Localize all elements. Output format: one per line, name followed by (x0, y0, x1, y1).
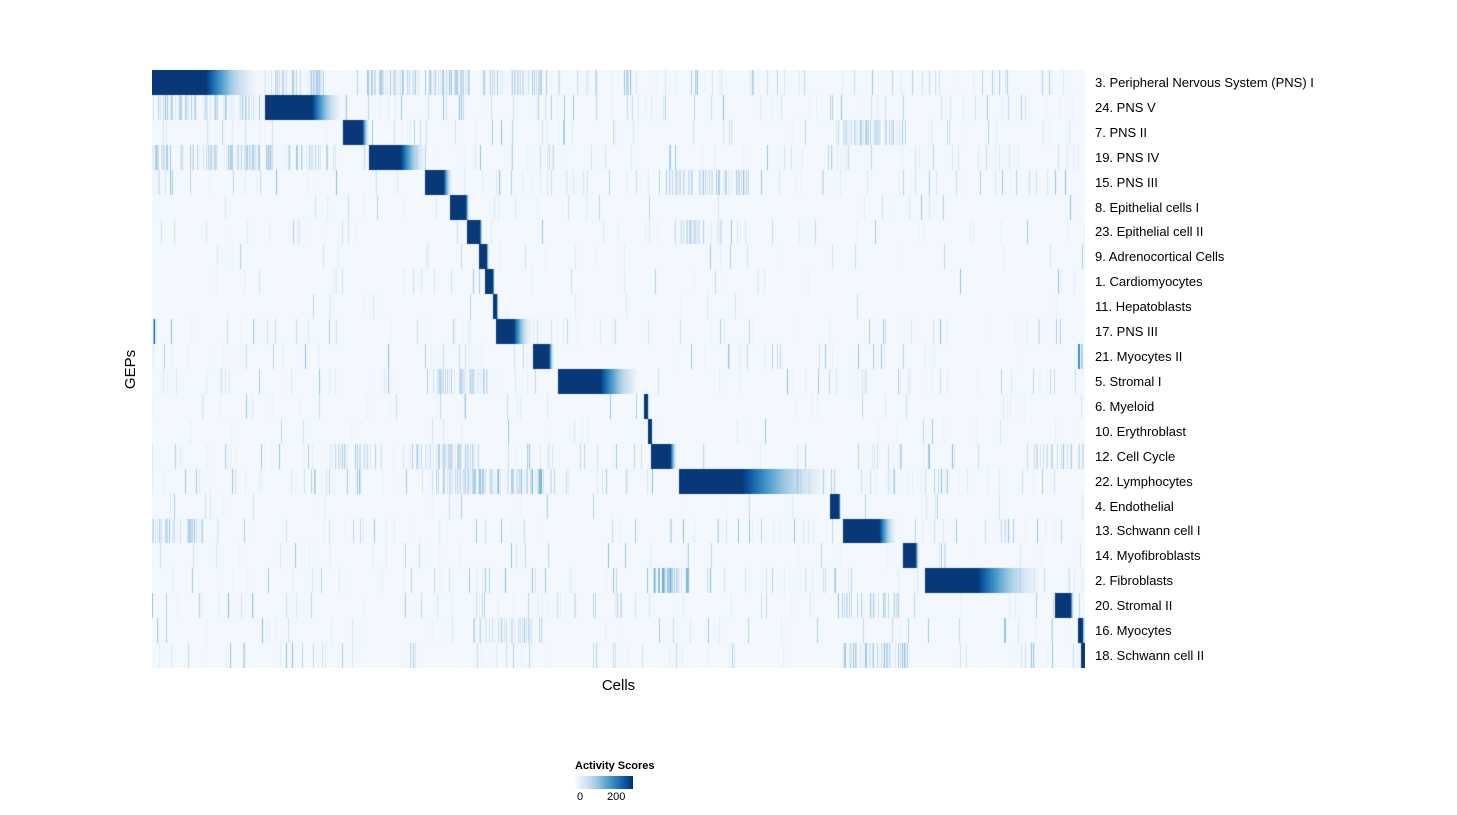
row-label: 2. Fibroblasts (1095, 573, 1174, 589)
x-axis-label: Cells (601, 677, 636, 694)
row-label: 9. Adrenocortical Cells (1095, 249, 1225, 265)
heatmap-canvas (152, 70, 1085, 668)
row-label: 11. Hepatoblasts (1095, 299, 1192, 315)
y-axis-label: GEPs (122, 349, 140, 389)
row-label: 6. Myeloid (1095, 398, 1155, 414)
row-label: 20. Stromal II (1095, 598, 1173, 614)
row-label: 21. Myocytes II (1095, 349, 1183, 365)
row-label: 7. PNS II (1095, 124, 1148, 140)
row-label: 15. PNS III (1095, 174, 1158, 190)
activity-scores-legend: Activity Scores 0 200 (575, 760, 695, 804)
row-label: 17. PNS III (1095, 324, 1158, 340)
row-label: 18. Schwann cell II (1095, 648, 1205, 664)
row-label: 1. Cardiomyocytes (1095, 274, 1203, 290)
row-label: 13. Schwann cell I (1095, 523, 1201, 539)
legend-title: Activity Scores (575, 760, 655, 772)
legend-tick-min: 0 (577, 791, 584, 803)
row-label: 5. Stromal I (1095, 373, 1162, 389)
row-label: 22. Lymphocytes (1095, 473, 1193, 489)
legend-tick-max: 200 (607, 791, 626, 803)
y-axis-label-wrap: GEPs (118, 70, 144, 668)
row-label: 16. Myocytes (1095, 623, 1172, 639)
row-label: 10. Erythroblast (1095, 423, 1187, 439)
legend-ticks: 0 200 (575, 791, 695, 804)
row-label: 4. Endothelial (1095, 498, 1174, 514)
row-label: 3. Peripheral Nervous System (PNS) I (1095, 74, 1314, 90)
legend-gradient-bar (575, 776, 633, 789)
row-label: 14. Myofibroblasts (1095, 548, 1201, 564)
row-label: 19. PNS IV (1095, 149, 1160, 165)
row-label: 23. Epithelial cell II (1095, 224, 1204, 240)
row-label: 12. Cell Cycle (1095, 448, 1176, 464)
row-label: 8. Epithelial cells I (1095, 199, 1200, 215)
row-label: 24. PNS V (1095, 99, 1156, 115)
